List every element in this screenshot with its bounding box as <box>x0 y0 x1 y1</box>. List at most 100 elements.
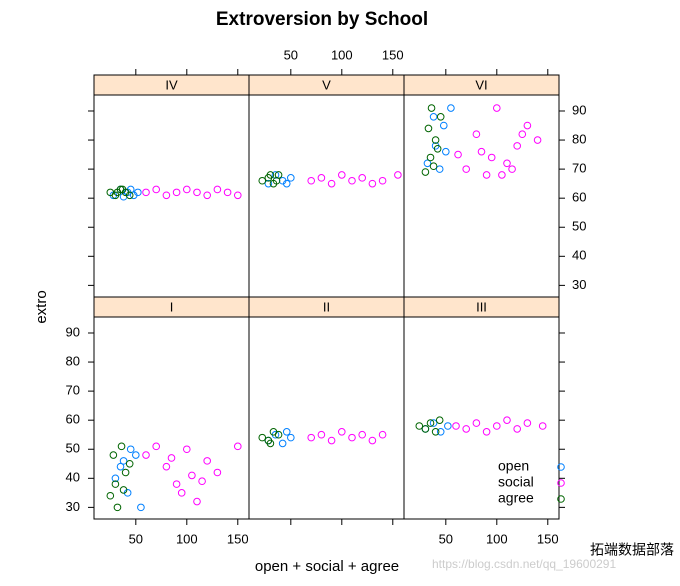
point <box>271 171 280 179</box>
strip-label: IV <box>165 77 178 92</box>
point <box>125 191 134 200</box>
point <box>264 179 273 188</box>
legend-label: open <box>498 458 529 474</box>
strip-label: III <box>476 299 487 314</box>
point <box>513 142 521 150</box>
point <box>125 459 134 468</box>
point <box>282 428 291 436</box>
y-tick-label: 80 <box>66 353 80 368</box>
point <box>193 497 201 506</box>
y-tick-label: 40 <box>572 248 586 263</box>
y-tick-label: 60 <box>66 412 80 427</box>
point <box>109 451 118 459</box>
point <box>121 468 130 477</box>
watermark: 拓端数据部落 <box>590 542 674 558</box>
x-tick-label: 150 <box>537 531 559 546</box>
strip-label: II <box>323 299 330 314</box>
x-tick-label: 50 <box>284 47 298 62</box>
point <box>106 491 115 500</box>
point <box>337 428 346 436</box>
point <box>348 433 356 442</box>
point <box>368 179 377 188</box>
x-axis-label: open + social + agree <box>255 558 399 575</box>
legend-label: agree <box>498 490 534 506</box>
point <box>172 188 181 197</box>
point <box>213 468 222 477</box>
y-tick-label: 50 <box>66 441 80 456</box>
point <box>258 433 267 442</box>
point <box>137 503 145 512</box>
point <box>177 489 186 497</box>
x-tick-label: 100 <box>331 47 353 62</box>
point <box>433 144 442 153</box>
point <box>508 165 516 173</box>
point <box>182 445 191 454</box>
legend-marker <box>557 495 565 503</box>
point <box>172 480 181 488</box>
point <box>272 176 281 185</box>
point <box>378 430 387 439</box>
point <box>126 445 135 454</box>
point <box>317 430 326 439</box>
point <box>134 188 142 197</box>
point <box>513 425 521 433</box>
point <box>152 185 161 194</box>
point <box>368 436 377 445</box>
point <box>358 430 366 439</box>
point <box>327 436 336 445</box>
y-tick-label: 60 <box>572 190 586 205</box>
legend-marker <box>557 479 565 487</box>
point <box>523 121 532 130</box>
panel <box>248 94 405 298</box>
point <box>203 191 211 200</box>
point <box>533 136 542 144</box>
point <box>213 185 222 194</box>
strip-label: VI <box>475 77 487 92</box>
point <box>538 422 547 430</box>
point <box>482 428 491 436</box>
point <box>518 130 527 139</box>
point <box>111 474 120 483</box>
point <box>472 419 481 427</box>
y-tick-label: 70 <box>572 161 586 176</box>
point <box>503 159 511 168</box>
point <box>278 439 287 448</box>
point <box>198 477 206 486</box>
point <box>287 174 295 182</box>
point <box>435 416 444 424</box>
point <box>116 462 125 471</box>
point <box>317 174 326 182</box>
point <box>282 179 291 188</box>
point <box>162 191 171 200</box>
point <box>462 425 471 433</box>
point <box>113 503 122 512</box>
panel <box>248 316 405 520</box>
point <box>274 430 283 439</box>
point <box>119 457 128 465</box>
point <box>487 153 496 162</box>
point <box>203 457 211 465</box>
x-tick-label: 150 <box>227 531 249 546</box>
point <box>462 165 471 173</box>
point <box>142 188 150 197</box>
point <box>447 104 455 112</box>
x-tick-label: 50 <box>439 531 453 546</box>
point <box>424 124 433 133</box>
point <box>152 442 161 451</box>
x-tick-label: 50 <box>129 531 143 546</box>
point <box>472 130 481 139</box>
point <box>454 150 462 159</box>
strip-label: I <box>170 299 174 314</box>
legend-label: social <box>498 474 534 490</box>
watermark: https://blog.csdn.net/qq_19600291 <box>432 557 616 571</box>
point <box>118 185 127 194</box>
point <box>439 121 448 130</box>
y-tick-label: 90 <box>572 102 586 117</box>
point <box>223 188 232 197</box>
point <box>233 191 242 200</box>
y-tick-label: 80 <box>572 131 586 146</box>
point <box>142 451 150 459</box>
point <box>378 176 387 185</box>
point <box>307 433 316 442</box>
